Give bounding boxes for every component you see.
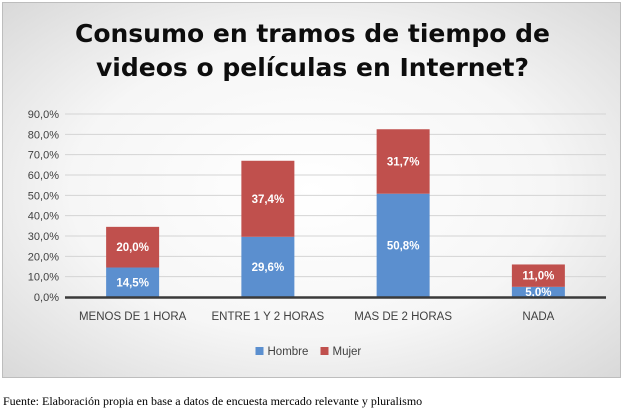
data-label: 50,8% — [387, 240, 420, 252]
data-label: 20,0% — [116, 242, 149, 254]
y-tick-label: 20,0% — [28, 251, 59, 263]
y-tick-label: 70,0% — [28, 150, 59, 162]
chart-title: Consumo en tramos de tiempo de videos o … — [74, 19, 551, 82]
y-tick-label: 80,0% — [28, 129, 59, 141]
bar-segment — [241, 160, 295, 237]
bar-segment — [376, 193, 430, 297]
y-tick-label: 30,0% — [28, 231, 59, 243]
x-tick-label: MENOS DE 1 HORA — [79, 311, 187, 323]
data-label: 29,6% — [252, 262, 285, 274]
y-tick-label: 50,0% — [28, 190, 59, 202]
y-tick-label: 0,0% — [34, 292, 59, 304]
x-tick-label: ENTRE 1 Y 2 HORAS — [212, 311, 325, 323]
bar-segment — [376, 129, 430, 194]
legend-swatch — [255, 347, 264, 355]
data-label: 11,0% — [522, 271, 554, 283]
x-tick-label: NADA — [522, 311, 554, 323]
y-tick-label: 10,0% — [28, 272, 59, 284]
bar-segment — [511, 264, 565, 287]
data-label: 14,5% — [116, 277, 149, 289]
source-note: Fuente: Elaboración propia en base a dat… — [3, 394, 423, 408]
y-tick-label: 40,0% — [28, 211, 59, 223]
legend-label: Hombre — [268, 346, 309, 358]
bar-segment — [106, 267, 160, 297]
x-tick-label: MAS DE 2 HORAS — [354, 311, 452, 323]
legend-swatch — [320, 347, 329, 355]
y-tick-label: 90,0% — [28, 109, 59, 121]
data-label: 5,0% — [525, 287, 551, 299]
y-tick-label: 60,0% — [28, 170, 59, 182]
chart-panel: Consumo en tramos de tiempo de videos o … — [2, 2, 621, 378]
legend-label: Mujer — [333, 346, 362, 358]
bar-segment — [511, 286, 565, 297]
data-label: 37,4% — [252, 194, 285, 206]
chart-plot: 0,0% 10,0% 20,0% 30,0% 40,0% 50,0% 60,0% 70,0% 8… — [28, 109, 606, 358]
data-label: 31,7% — [387, 156, 420, 168]
bar-segment — [106, 226, 160, 268]
bar-segment — [241, 236, 295, 297]
